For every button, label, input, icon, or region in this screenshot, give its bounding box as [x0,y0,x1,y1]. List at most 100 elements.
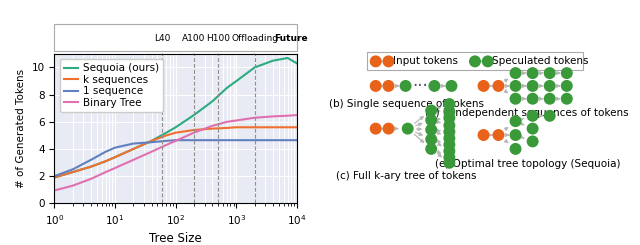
Circle shape [527,135,539,147]
Circle shape [383,80,394,92]
Circle shape [544,67,556,79]
k sequences [293,126,301,129]
k sequences [209,127,216,130]
Circle shape [444,112,455,124]
Circle shape [527,67,539,79]
1 sequence [102,150,109,153]
Circle shape [544,110,556,122]
Binary Tree [269,115,276,118]
1 sequence [172,139,180,142]
Circle shape [509,80,522,92]
Circle shape [444,106,455,118]
Circle shape [544,80,556,92]
Binary Tree [51,189,58,192]
1 sequence [87,159,95,161]
Sequoia (ours) [251,66,259,69]
Circle shape [444,139,455,151]
Circle shape [425,133,437,145]
Circle shape [444,157,455,169]
1 sequence [69,168,77,171]
1 sequence [111,146,119,149]
Sequoia (ours) [223,86,231,89]
k sequences [148,139,156,142]
Binary Tree [232,119,240,122]
k sequences [232,126,240,129]
1 sequence [129,142,137,145]
Text: Speculated tokens: Speculated tokens [492,56,589,66]
Text: ···: ··· [413,77,428,95]
1 sequence [284,139,291,142]
Line: Sequoia (ours): Sequoia (ours) [54,58,297,178]
Circle shape [383,123,394,135]
k sequences [102,160,109,163]
k sequences [284,126,291,129]
Text: H100: H100 [206,35,230,43]
Text: Input tokens: Input tokens [393,56,458,66]
Binary Tree [284,114,291,117]
Circle shape [370,123,381,135]
1 sequence [223,139,231,142]
Sequoia (ours) [51,176,58,179]
Text: L40: L40 [154,35,170,43]
k sequences [269,126,276,129]
Circle shape [527,93,539,105]
Line: Binary Tree: Binary Tree [54,115,297,190]
Text: Offloading: Offloading [231,35,278,43]
k sequences [111,156,119,159]
Circle shape [425,114,437,126]
Circle shape [544,93,556,105]
Circle shape [509,143,522,155]
Circle shape [444,120,455,131]
Circle shape [469,55,481,67]
Circle shape [527,80,539,92]
k sequences [69,171,77,173]
Circle shape [370,80,381,92]
Circle shape [425,124,437,136]
Circle shape [444,98,455,110]
Circle shape [493,129,504,141]
Circle shape [477,80,490,92]
Circle shape [444,145,455,157]
Sequoia (ours) [69,171,77,173]
Binary Tree [209,124,216,127]
Circle shape [399,80,412,92]
Circle shape [402,123,413,135]
Circle shape [509,93,522,105]
1 sequence [51,175,58,178]
Circle shape [509,67,522,79]
Binary Tree [293,114,301,117]
Sequoia (ours) [87,165,95,168]
Circle shape [527,110,539,122]
Circle shape [561,67,573,79]
Sequoia (ours) [102,160,109,163]
Binary Tree [223,120,231,123]
Circle shape [444,151,455,163]
k sequences [163,134,170,137]
FancyBboxPatch shape [367,52,583,70]
Text: (b) Single sequence of tokens: (b) Single sequence of tokens [329,99,484,109]
Circle shape [561,93,573,105]
Line: k sequences: k sequences [54,127,297,178]
Circle shape [425,105,437,116]
Text: (d) k independent sequences of tokens: (d) k independent sequences of tokens [426,108,629,118]
Sequoia (ours) [293,62,301,65]
Circle shape [477,129,490,141]
Binary Tree [129,159,137,161]
Binary Tree [111,167,119,170]
X-axis label: Tree Size: Tree Size [149,233,202,245]
Sequoia (ours) [129,147,137,150]
1 sequence [269,139,276,142]
1 sequence [190,139,198,142]
1 sequence [163,139,170,142]
Binary Tree [148,150,156,153]
Sequoia (ours) [172,126,180,129]
1 sequence [251,139,259,142]
Circle shape [561,80,573,92]
Circle shape [445,80,458,92]
Text: (e) Optimal tree topology (Sequoia): (e) Optimal tree topology (Sequoia) [435,159,620,169]
Circle shape [428,80,440,92]
k sequences [172,131,180,134]
Binary Tree [190,131,198,134]
Sequoia (ours) [209,100,216,103]
Circle shape [482,55,494,67]
